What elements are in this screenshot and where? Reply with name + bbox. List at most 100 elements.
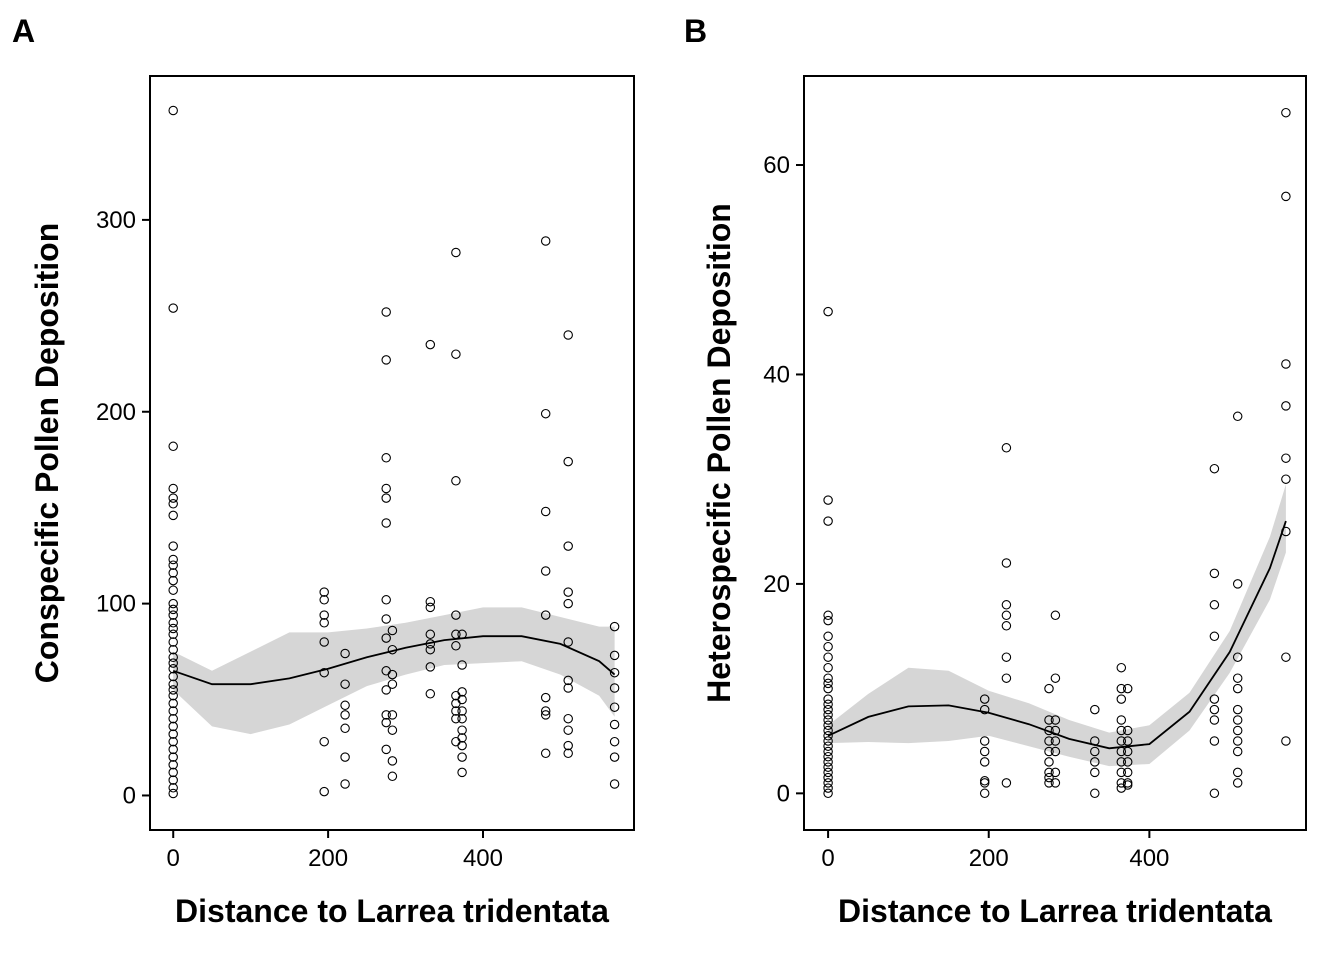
- panel-a-data-point: [168, 483, 178, 494]
- panel-b-data-point: [1001, 652, 1012, 662]
- panel-b-data-point: [1044, 746, 1054, 757]
- panel-b-data-point: [823, 751, 833, 762]
- panel-a-data-point: [540, 706, 551, 716]
- panel-a-data-point: [381, 595, 391, 605]
- panel-a-data-point: [381, 744, 391, 755]
- panel-b-data-point: [823, 631, 833, 642]
- panel-b-data-point: [1281, 359, 1291, 369]
- panel-a-data-point: [340, 723, 350, 734]
- panel-a-data-point: [609, 683, 620, 693]
- panel-a-data-point: [451, 476, 461, 486]
- panel-b-data-point: [823, 641, 833, 652]
- panel-a-data-point: [540, 748, 551, 759]
- panel-b-confidence-band-layer: [828, 484, 1286, 767]
- panel-a-data-point: [387, 710, 398, 720]
- panel-a-points-layer: [168, 105, 620, 799]
- panel-a-data-point: [563, 675, 573, 686]
- panel-a-data-point: [457, 740, 467, 751]
- panel-a-data-point: [381, 355, 391, 365]
- panel-a-data-point: [457, 694, 467, 705]
- panel-b-data-point: [823, 778, 833, 788]
- panel-a-axis-layer: 0 200 400 0 100 200 300: [96, 207, 503, 872]
- panel-a-data-point: [540, 610, 551, 620]
- panel-a-data-point: [387, 771, 398, 782]
- panel-b-data-point: [1232, 767, 1243, 778]
- panel-b-data-point: [1050, 715, 1061, 725]
- panel-b-data-point: [1116, 715, 1127, 725]
- panel-a-data-point: [168, 671, 178, 682]
- panel-a-y-tick-label: 200: [96, 399, 136, 426]
- panel-b-data-point: [1001, 600, 1012, 610]
- panel-a-data-point: [168, 713, 178, 724]
- panel-a-data-point: [168, 604, 178, 615]
- panel-a-data-point: [319, 637, 329, 647]
- panel-b-data-point: [1116, 767, 1127, 778]
- panel-b-data-point: [1281, 107, 1291, 118]
- panel-b-confidence-band: [828, 484, 1286, 767]
- panel-a-data-point: [457, 713, 467, 724]
- panel-a-data-point: [168, 629, 178, 640]
- panel-a-data-point: [168, 623, 178, 634]
- panel-a-data-point: [381, 633, 391, 643]
- panel-b-data-point: [1090, 704, 1100, 715]
- panel-b-data-point: [1232, 673, 1243, 683]
- panel-b-data-point: [823, 678, 833, 689]
- panel-a-smooth-line: [172, 635, 616, 686]
- panel-a-data-point: [609, 702, 620, 712]
- panel-b-data-point: [1122, 725, 1133, 736]
- panel-a-data-point: [425, 644, 436, 655]
- panel-a-data-point: [168, 767, 178, 778]
- panel-a-data-point: [451, 641, 461, 651]
- panel-a-data-point: [381, 685, 391, 695]
- panel-a-data-point: [425, 596, 436, 607]
- panel-b-data-point: [1281, 453, 1291, 463]
- panel-a-data-point: [540, 506, 551, 517]
- panel-b-data-point: [823, 746, 833, 757]
- panel-b-data-point: [1209, 694, 1220, 704]
- panel-a-letter: A: [12, 13, 35, 49]
- panel-b-y-tick-label: 60: [763, 152, 790, 179]
- panel-b-data-point: [823, 694, 833, 704]
- panel-a-data-point: [168, 685, 178, 695]
- panel-b-data-point: [823, 516, 833, 526]
- panel-a-data-point: [168, 752, 178, 762]
- panel-b-data-point: [823, 662, 833, 673]
- panel-a-x-tick-label: 200: [308, 845, 348, 872]
- panel-b-data-point: [1122, 736, 1133, 746]
- panel-b-data-point: [1232, 736, 1243, 746]
- panel-a-data-point: [451, 349, 461, 359]
- panel-a-data-point: [168, 706, 178, 716]
- panel-a-data-point: [168, 664, 178, 674]
- panel-b-data-point: [1001, 443, 1012, 453]
- panel-a-x-tick-label: 0: [167, 845, 180, 872]
- panel-a-data-point: [168, 585, 178, 595]
- panel-a-y-tick-label: 300: [96, 207, 136, 234]
- panel-b-data-point: [1050, 673, 1061, 683]
- panel-b-data-point: [1232, 652, 1243, 662]
- panel-b-y-tick-label: 40: [763, 361, 790, 388]
- panel-b-data-point: [979, 736, 990, 746]
- panel-b-data-point: [823, 736, 833, 746]
- panel-b-data-point: [823, 683, 833, 694]
- panel-b-data-point: [823, 757, 833, 767]
- panel-b-data-point: [1122, 780, 1133, 790]
- panel-b-data-point: [1209, 736, 1220, 746]
- panel-a-data-point: [168, 744, 178, 755]
- panel-a-data-point: [563, 330, 573, 340]
- panel-a-data-point: [168, 554, 178, 565]
- panel-b-data-point: [1001, 778, 1012, 788]
- panel-a-data-point: [381, 453, 391, 463]
- panel-a-data-point: [168, 610, 178, 620]
- panel-b-data-point: [1116, 783, 1127, 793]
- panel-a-data-point: [168, 510, 178, 521]
- panel-b-data-point: [1116, 725, 1127, 736]
- panel-a-fit-layer: [172, 635, 616, 686]
- panel-b-data-point: [823, 306, 833, 317]
- panel-b-data-point: [1232, 725, 1243, 736]
- panel-a-data-point: [168, 775, 178, 785]
- panel-a-data-point: [609, 736, 620, 747]
- panel-b-data-point: [1001, 621, 1012, 631]
- panel-b-data-point: [1281, 191, 1291, 202]
- panel-b-data-point: [1001, 673, 1012, 683]
- panel-b-data-point: [1122, 746, 1133, 757]
